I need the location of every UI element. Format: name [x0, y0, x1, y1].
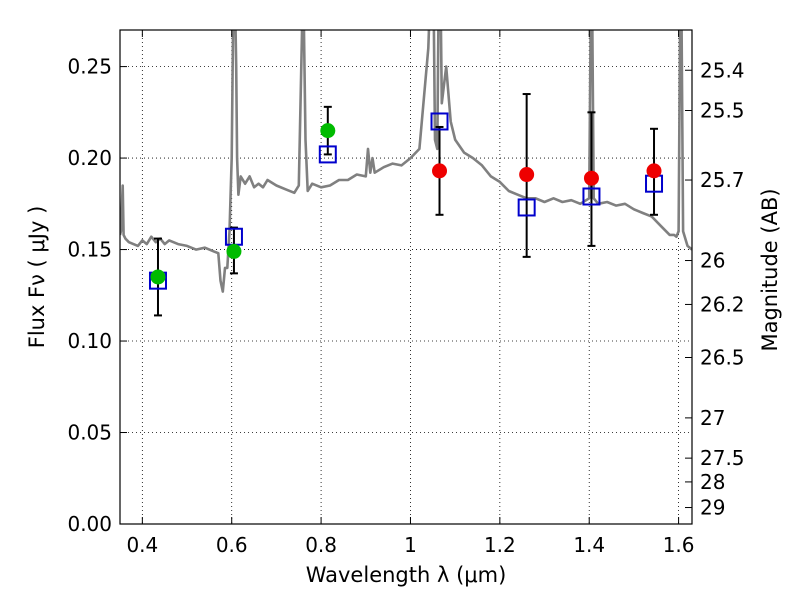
model-square-point — [430, 112, 449, 131]
mag-tick-label: 26.2 — [700, 292, 745, 316]
x-tick-label: 1 — [404, 533, 417, 557]
green-data-point — [320, 123, 336, 139]
red-data-point — [432, 163, 448, 179]
y-tick-label: 0.15 — [67, 238, 112, 262]
mag-tick-label: 27.5 — [700, 446, 745, 470]
mag-tick-label: 28 — [700, 470, 725, 494]
plot-area — [120, 30, 692, 317]
spectrum-line — [120, 30, 692, 293]
red-data-point — [583, 170, 599, 186]
model-square-point — [517, 198, 536, 217]
x-tick-label: 1.4 — [573, 533, 605, 557]
mag-tick-label: 26 — [700, 249, 725, 273]
x-tick-label: 1.6 — [663, 533, 695, 557]
x-tick-label: 1.2 — [484, 533, 516, 557]
model-square-point — [582, 187, 601, 206]
y-tick-label: 0.10 — [67, 329, 112, 353]
mag-tick-label: 27 — [700, 406, 725, 430]
y-tick-label: 0.05 — [67, 421, 112, 445]
green-data-point — [150, 269, 166, 285]
x-axis-label: Wavelength λ (μm) — [306, 563, 507, 587]
x-tick-label: 0.4 — [126, 533, 158, 557]
y-axis-label: Flux Fν ( μJy ) — [25, 206, 49, 349]
red-data-point — [519, 167, 535, 183]
mag-tick-label: 25.7 — [700, 168, 745, 192]
red-data-point — [646, 163, 662, 179]
y-tick-label: 0.25 — [67, 55, 112, 79]
mag-tick-label: 25.4 — [700, 58, 745, 82]
mag-tick-label: 25.5 — [700, 99, 745, 123]
x-tick-label: 0.6 — [216, 533, 248, 557]
mag-tick-label: 26.5 — [700, 346, 745, 370]
y-tick-label: 0.20 — [67, 146, 112, 170]
green-data-point — [226, 243, 242, 259]
axis-ticks: 0.4 0.6 0.8 1 1.2 1.4 1.6 0.00 0.05 0.10 0.15 0.20 0… — [67, 30, 745, 557]
model-square-point — [318, 145, 337, 164]
y-axis-right-label: Magnitude (AB) — [758, 188, 782, 351]
grid-lines — [120, 30, 692, 525]
x-tick-label: 0.8 — [305, 533, 337, 557]
y-tick-label: 0.00 — [67, 512, 112, 536]
mag-tick-label: 29 — [700, 496, 725, 520]
plot-frame — [119, 29, 693, 525]
